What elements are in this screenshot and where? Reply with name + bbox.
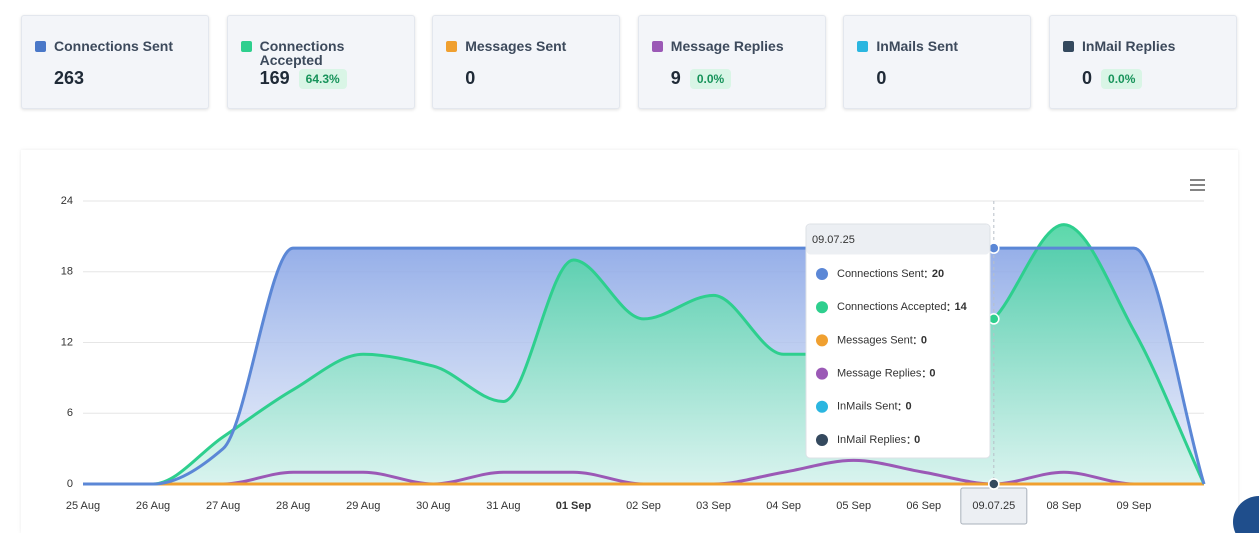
color-square [240,41,252,52]
tooltip-value: 0 [914,434,920,446]
color-square [35,41,46,52]
color-square [857,41,869,52]
tooltip-value: 14 [954,301,967,313]
tooltip-value: 0 [906,401,912,413]
tooltip-title: 09.07.25 [812,234,855,246]
x-tick-label: 27 Aug [206,500,240,512]
stat-card: Messages Sent 0 [432,15,621,109]
hover-marker [988,478,1000,490]
y-tick-label: 24 [61,195,73,207]
x-tick-label: 26 Aug [136,500,170,512]
card-name: InMail Replies [1082,38,1176,54]
tooltip-series-name: InMails Sent [837,401,898,413]
card-value: 263 [54,68,85,88]
y-tick-label: 0 [67,478,73,490]
tooltip-header [806,224,990,255]
card-name: Messages Sent [465,38,567,54]
stat-card: InMails Sent 0 [843,15,1032,109]
card-name: Message Replies [670,38,784,54]
tooltip-series-name: InMail Replies [837,434,907,446]
color-square [651,41,663,52]
tooltip-series-name: Connections Accepted [837,301,946,313]
color-square [1063,41,1074,52]
tooltip-value: 0 [929,368,935,380]
color-square [446,41,458,52]
tooltip-box [805,223,991,459]
x-tick-label: 04 Sep [766,500,801,512]
colon-dot [947,309,950,312]
legend-dot [816,367,828,380]
colon-dot [907,436,910,439]
colon-dot [898,408,901,411]
colon-dot [913,342,916,345]
x-tick-label: 05 Sep [836,500,871,512]
card-name: InMails Sent [876,38,959,54]
colon-dot [907,442,910,444]
colon-dot [898,403,901,406]
chat-button[interactable] [1233,496,1259,533]
tooltip-value: 0 [921,334,927,346]
stat-card: Connections Sent 263 [21,15,209,109]
legend-dot [816,434,828,446]
stat-card: Connections Accepted 169 64.3% [226,15,415,109]
x-tick-label: 01 Sep [556,500,592,512]
y-tick-label: 12 [61,336,73,348]
tooltip-series-name: Messages Sent [837,334,913,346]
y-tick-label: 6 [67,407,73,419]
percent-badge: 64.3% [298,69,347,89]
card-value: 0 [1082,68,1093,88]
card-value: 169 [259,68,290,88]
stat-cards: Connections Sent 263 Connections Accepted 1… [0,0,1259,130]
x-tick-label: 03 Sep [696,500,731,512]
legend-dot [816,301,828,314]
colon-dot [913,337,916,339]
stat-card: Message Replies 9 0.0% [637,15,826,109]
x-tick-label: 29 Aug [346,500,380,512]
colon-dot [947,303,950,306]
colon-dot [922,370,925,372]
tooltip-series-name: Connections Sent [837,268,924,280]
card-value: 9 [670,68,681,88]
line [82,246,1206,486]
card-value: 0 [876,68,887,88]
x-tick-label: 02 Sep [626,500,661,512]
tooltip: 09.07.25 Connections Sent 20 Connections Ac… [805,223,991,459]
card-name: Connections Accepted [259,38,345,68]
stat-card: InMail Replies 0 0.0% [1049,15,1237,109]
x-tick-label: 30 Aug [416,500,450,512]
x-tick-label: 28 Aug [276,500,310,512]
x-tick-label: 06 Sep [906,500,941,512]
tooltip-value: 20 [932,268,944,280]
percent-badge: 0.0% [1101,69,1143,89]
x-tick-label: 09 Sep [1117,500,1152,512]
x-tick-label: 31 Aug [486,500,520,512]
percent-badge: 0.0% [689,69,732,89]
colon-dot [924,270,927,273]
colon-dot [924,276,927,278]
card-name: Connections Sent [54,38,174,54]
tooltip-series-name: Message Replies [837,368,922,380]
x-tick-label: 08 Sep [1046,500,1081,512]
x-tick-label: 09.07.25 [972,500,1015,512]
legend-dot [816,400,828,413]
menu-icon[interactable] [1190,179,1205,191]
legend-dot [816,334,828,347]
line [82,223,1206,486]
card-value: 0 [465,68,476,88]
colon-dot [922,375,925,378]
x-tick-label: 25 Aug [66,500,100,512]
y-tick-label: 18 [61,266,73,278]
legend-dot [816,268,828,280]
